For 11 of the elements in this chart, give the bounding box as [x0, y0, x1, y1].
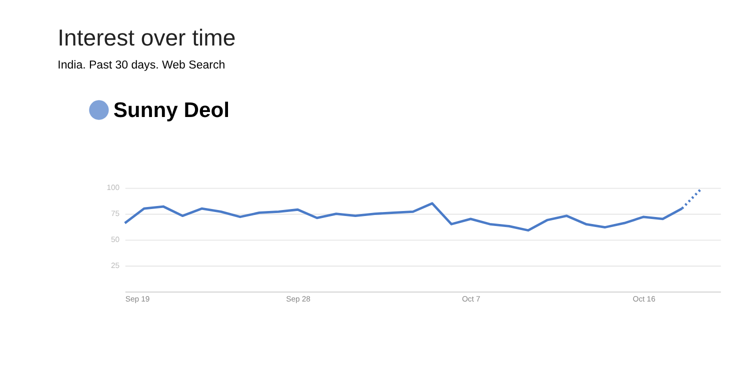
- chart-subtitle: India. Past 30 days. Web Search: [58, 60, 226, 72]
- x-tick-label: Sep 19: [125, 294, 150, 304]
- x-tick-label: Sep 28: [286, 294, 310, 304]
- legend-label: Sunny Deol: [113, 98, 230, 122]
- y-tick-label: 100: [106, 183, 120, 192]
- chart-title: Interest over time: [58, 24, 236, 51]
- y-tick-label: 50: [111, 235, 120, 244]
- x-tick-label: Oct 16: [632, 294, 656, 304]
- y-tick-label: 75: [111, 209, 120, 218]
- x-tick-label: Oct 7: [462, 294, 480, 304]
- y-tick-label: 25: [111, 261, 120, 270]
